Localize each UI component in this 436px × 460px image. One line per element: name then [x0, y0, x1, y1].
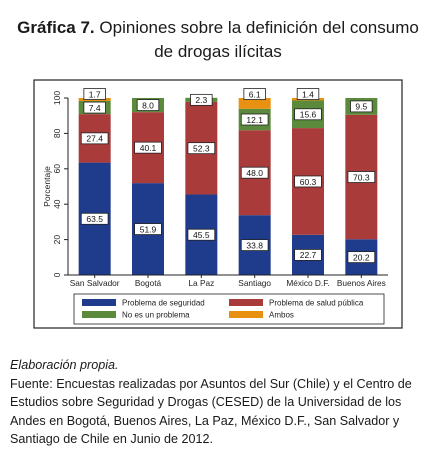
y-axis-title: Porcentaje — [42, 166, 52, 207]
data-label-box — [134, 141, 162, 154]
data-label: 51.9 — [140, 224, 157, 234]
data-label-box — [294, 108, 322, 121]
data-label: 1.7 — [89, 89, 101, 99]
chart-number: Gráfica 7. — [17, 18, 95, 37]
x-tick-label: La Paz — [188, 278, 214, 288]
data-label-box — [243, 88, 266, 100]
data-label: 9.5 — [355, 102, 367, 112]
legend-label: No es un problema — [122, 311, 190, 320]
data-label: 60.3 — [300, 177, 317, 187]
data-label-box — [80, 212, 109, 225]
data-label: 7.4 — [89, 103, 101, 113]
chart-title-line1: Opiniones sobre la definición del consum… — [99, 18, 419, 37]
data-label: 45.5 — [193, 230, 210, 240]
y-tick-label: 80 — [52, 128, 62, 138]
data-label-box — [347, 171, 376, 183]
data-label-box — [294, 175, 322, 188]
chart-title-line2: de drogas ilícitas — [154, 42, 282, 61]
data-label: 6.1 — [249, 89, 261, 99]
data-label-box — [83, 88, 106, 100]
data-label: 33.8 — [246, 240, 263, 250]
data-label: 48.0 — [246, 168, 263, 178]
footer-credit: Elaboración propia. — [10, 358, 119, 372]
legend-swatch — [82, 299, 116, 306]
legend-swatch — [82, 311, 116, 318]
data-label-box — [187, 228, 216, 241]
y-tick-label: 100 — [52, 91, 62, 105]
footer: Elaboración propia. Fuente: Encuestas re… — [10, 356, 428, 449]
data-label-box — [294, 249, 322, 261]
data-label: 20.2 — [353, 252, 370, 262]
data-label: 2.3 — [195, 95, 207, 105]
bar-segment — [238, 98, 271, 109]
legend-label: Ambos — [269, 311, 294, 320]
data-label: 63.5 — [86, 214, 103, 224]
x-tick-label: San Salvador — [70, 278, 120, 288]
chart-title: Gráfica 7. Opiniones sobre la definición… — [0, 16, 436, 64]
data-label-box — [240, 113, 269, 126]
y-tick-label: 60 — [52, 164, 62, 174]
data-label-box — [350, 100, 373, 113]
y-tick-label: 0 — [52, 272, 62, 277]
data-label: 15.6 — [300, 110, 317, 120]
data-label: 27.4 — [86, 134, 103, 144]
y-tick-label: 20 — [52, 235, 62, 245]
data-label-box — [134, 223, 162, 235]
data-label-box — [347, 251, 376, 264]
x-tick-label: Bogotá — [135, 278, 162, 288]
data-label-box — [240, 166, 269, 179]
x-tick-label: México D.F. — [286, 278, 329, 288]
data-label-box — [83, 101, 106, 114]
data-label-box — [187, 142, 216, 155]
data-label: 40.1 — [140, 143, 157, 153]
legend-swatch — [229, 311, 263, 318]
x-tick-label: Santiago — [238, 278, 271, 288]
data-label-box — [296, 88, 320, 100]
legend-label: Problema de seguridad — [122, 299, 205, 308]
data-label: 70.3 — [353, 172, 370, 182]
data-label: 1.4 — [302, 89, 314, 99]
stacked-bar-chart: 0 20 40 60 80 100 Porcentaje 63.5 27.4 7.4 1.7 San … — [33, 79, 403, 329]
footer-source: Fuente: Encuestas realizadas por Asuntos… — [10, 376, 412, 447]
legend-label: Problema de salud pública — [269, 299, 364, 308]
x-tick-label: Buenos Aires — [337, 278, 386, 288]
data-label: 52.3 — [193, 143, 210, 153]
data-label-box — [190, 93, 213, 106]
data-label-box — [240, 239, 269, 251]
data-label-box — [136, 99, 160, 111]
data-label: 22.7 — [300, 250, 317, 260]
legend-swatch — [229, 299, 263, 306]
y-tick-label: 40 — [52, 199, 62, 209]
data-label: 8.0 — [142, 100, 154, 110]
data-label: 12.1 — [246, 115, 263, 125]
data-label-box — [80, 132, 109, 145]
